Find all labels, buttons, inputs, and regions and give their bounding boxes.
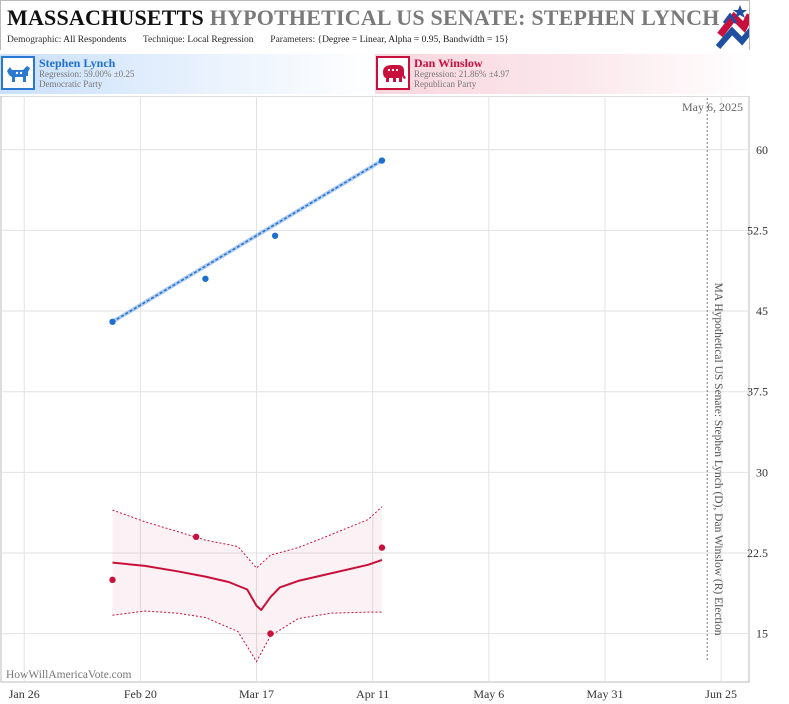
x-tick-label: Mar 17 bbox=[239, 687, 274, 701]
candidate-party: Republican Party bbox=[414, 79, 477, 89]
y-tick-label: 30 bbox=[756, 465, 768, 479]
x-tick-label: May 6 bbox=[473, 687, 504, 701]
y-tick-label: 37.5 bbox=[747, 385, 768, 399]
title-state: MASSACHUSETTS bbox=[7, 5, 204, 30]
candidate-party: Democratic Party bbox=[39, 79, 103, 89]
data-point-lynch bbox=[202, 275, 209, 282]
technique-label: Technique: bbox=[142, 35, 185, 45]
upper-bound-winslow bbox=[112, 506, 383, 569]
title-race: HYPOTHETICAL US SENATE: STEPHEN LYNCH bbox=[209, 5, 720, 30]
candidate-regression: Regression: 59.00% ±0.25 bbox=[39, 69, 135, 79]
watermark-text: HowWillAmericaVote.com bbox=[6, 669, 132, 681]
right-axis-label: MA Hypothetical US Senate: Stephen Lynch… bbox=[712, 283, 724, 636]
candidate-name: Dan Winslow bbox=[414, 56, 483, 70]
y-tick-label: 60 bbox=[756, 143, 768, 157]
candidate-regression: Regression: 21.86% ±4.97 bbox=[414, 69, 510, 79]
chart-parameters: Demographic: All Respondents Technique: … bbox=[7, 35, 509, 45]
date-marker-label: May 6, 2025 bbox=[682, 100, 743, 114]
data-point-winslow bbox=[109, 576, 116, 584]
plot-area bbox=[0, 96, 750, 683]
x-tick-label: Apr 11 bbox=[356, 687, 389, 701]
y-tick-label: 22.5 bbox=[747, 546, 768, 560]
demographic-value: All Respondents bbox=[63, 35, 127, 45]
confidence-band-winslow bbox=[112, 506, 382, 662]
page-title: MASSACHUSETTS HYPOTHETICAL US SENATE: ST… bbox=[7, 5, 720, 31]
demographic-label: Demographic: bbox=[7, 35, 62, 45]
donkey-icon bbox=[1, 56, 35, 90]
parameters-value: {Degree = Linear, Alpha = 0.95, Bandwidt… bbox=[317, 35, 509, 45]
flag-logo-icon bbox=[716, 5, 749, 49]
y-tick-label: 45 bbox=[756, 304, 768, 318]
candidate-card-lynch: Stephen Lynch Regression: 59.00% ±0.25 D… bbox=[0, 54, 375, 94]
data-point-winslow bbox=[267, 630, 274, 637]
data-point-lynch bbox=[378, 157, 386, 164]
trend-line-winslow bbox=[112, 558, 383, 611]
candidate-card-winslow: Dan Winslow Regression: 21.86% ±4.97 Rep… bbox=[375, 54, 750, 94]
technique-value: Local Regression bbox=[187, 35, 254, 45]
data-point-winslow bbox=[192, 533, 200, 541]
parameters-label: Parameters: bbox=[270, 35, 316, 45]
y-tick-label: 52.5 bbox=[747, 223, 768, 237]
data-point-winslow bbox=[378, 544, 386, 551]
candidate-legend: Stephen Lynch Regression: 59.00% ±0.25 D… bbox=[0, 54, 750, 94]
y-tick-label: 15 bbox=[756, 627, 768, 641]
x-tick-label: May 31 bbox=[586, 687, 623, 701]
chart-header: MASSACHUSETTS HYPOTHETICAL US SENATE: ST… bbox=[0, 0, 750, 50]
data-point-lynch bbox=[109, 318, 116, 325]
x-tick-label: Jan 26 bbox=[9, 687, 40, 701]
lower-bound-winslow bbox=[112, 610, 382, 663]
regression-chart: 15 22.5 30 37.5 45 52.5 60 Jan 26 Feb 20 Mar 17 Ap… bbox=[0, 96, 768, 701]
trend-line-lynch bbox=[112, 159, 383, 323]
candidate-name: Stephen Lynch bbox=[39, 56, 116, 70]
x-tick-label: Feb 20 bbox=[124, 687, 157, 701]
data-point-lynch bbox=[271, 232, 279, 239]
x-tick-label: Jun 25 bbox=[705, 687, 737, 701]
elephant-icon bbox=[376, 56, 410, 90]
